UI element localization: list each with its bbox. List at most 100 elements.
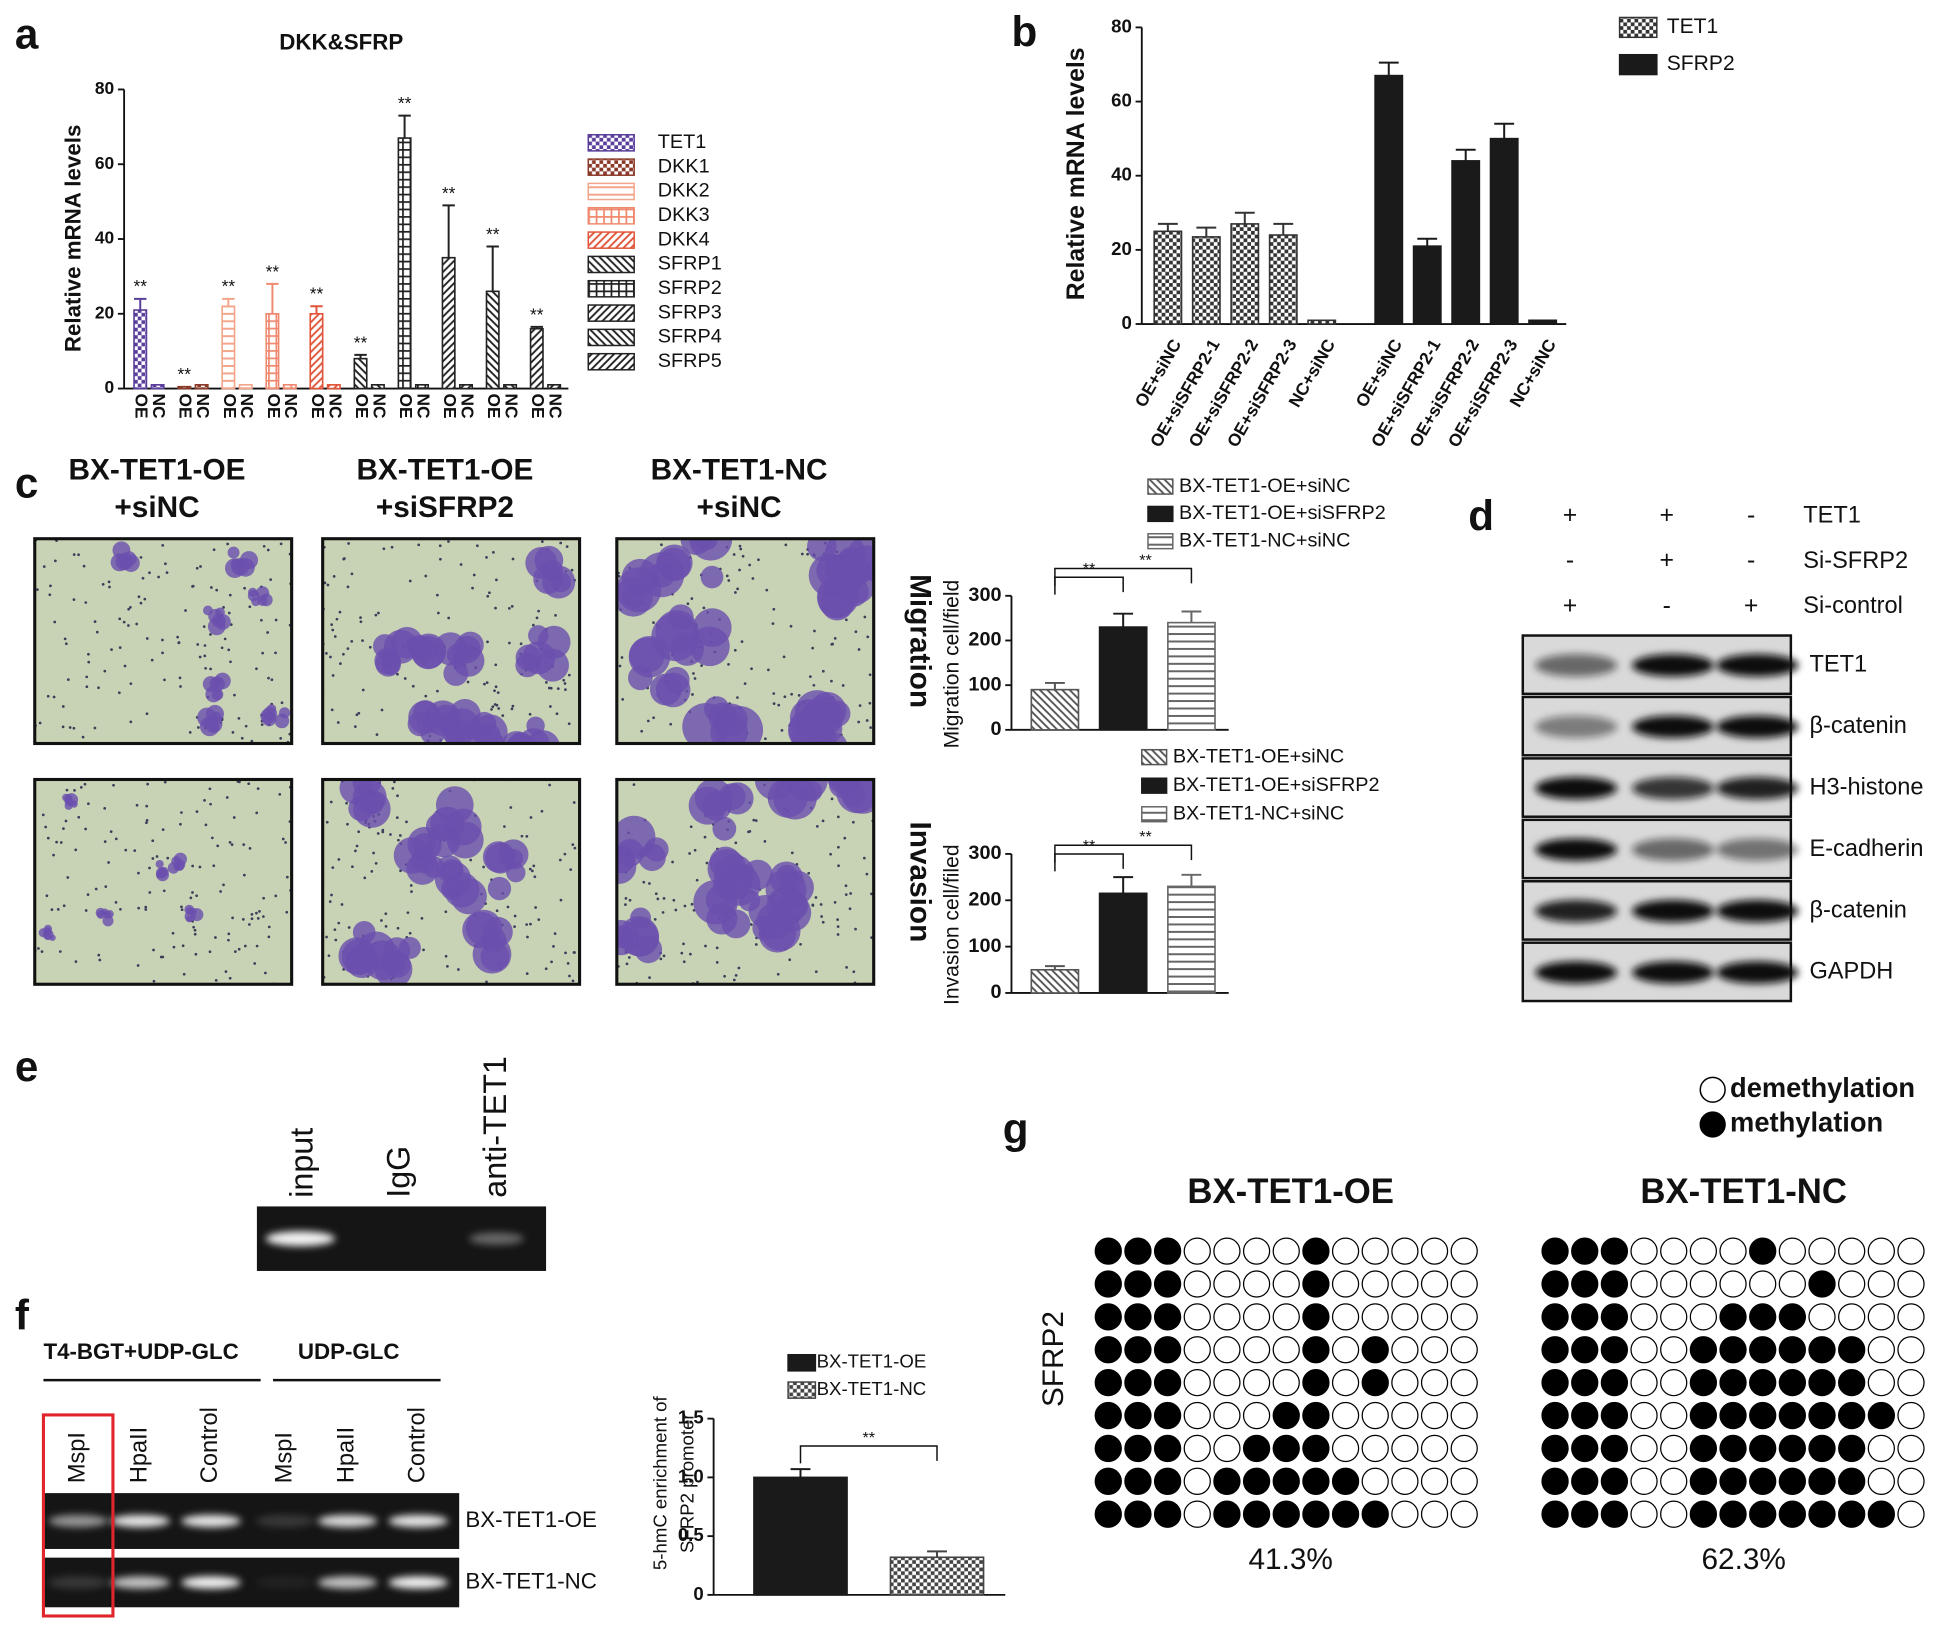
pore [444,910,448,914]
pore [858,704,862,707]
gel-band [265,1231,336,1247]
pore [529,922,532,926]
pore [243,944,247,948]
pore [144,905,148,909]
pore [727,663,730,666]
bar [133,309,148,390]
pore [620,656,624,659]
y-tick-label: 40 [95,228,114,248]
pore [569,868,573,871]
pore [342,652,345,656]
pore [337,858,341,861]
pore [734,841,738,845]
x-tick-label: OE [264,394,284,419]
pore [81,735,85,739]
pore [526,935,529,939]
cpg-site [1391,1369,1419,1397]
pore [145,821,148,825]
pore [41,813,45,817]
blot-band [1632,961,1714,984]
pore [52,853,55,857]
pore [109,830,113,833]
pore [653,917,657,921]
pore [869,726,873,729]
significance-bracket [1054,576,1124,595]
cell-cluster [629,637,665,674]
condition-label: TET1 [1803,502,1861,528]
pore [439,557,442,561]
cell-cluster [156,868,170,882]
cpg-site [1302,1336,1330,1364]
cpg-site [1660,1500,1688,1528]
pore [203,654,207,658]
legend-label: methylation [1730,1107,1883,1138]
condition-sign: + [1744,593,1759,620]
cpg-site [1420,1303,1449,1331]
pore [161,828,165,831]
pore [172,945,176,949]
error-bar [1378,61,1399,76]
pore [841,684,845,687]
significance-label: ** [354,332,368,352]
x-tick-label: NC [457,394,477,420]
pore [375,733,379,736]
pore [353,725,357,728]
pore [662,954,666,958]
y-axis-label: Relative mRNA levels [60,125,85,353]
y-tick-label: 0 [990,718,1001,740]
pore [492,551,495,554]
pore [339,662,342,666]
cell-cluster [820,588,854,621]
pore [572,801,576,804]
significance-label: ** [398,93,412,113]
cell-cluster [528,625,549,646]
blot-band [1535,961,1618,984]
cpg-site [1808,1500,1836,1528]
pore [329,800,333,804]
pore [545,681,548,684]
pore [660,543,663,547]
cpg-site [1867,1500,1895,1528]
cpg-site [1600,1369,1629,1397]
blot-band [1716,899,1799,923]
pore [159,955,163,959]
error-bar [1273,222,1294,236]
bar [414,384,429,390]
cpg-site [1331,1500,1360,1528]
pore [84,601,88,604]
panel-letter: f [15,1291,30,1338]
pore [554,613,557,617]
error-bar [1455,148,1476,161]
cpg-site [1420,1369,1449,1397]
bar [309,312,324,390]
error-bar [266,282,279,314]
pore [139,601,143,605]
cpg-site [1571,1401,1599,1430]
cpg-site [1867,1303,1895,1331]
pore [180,905,183,909]
cpg-site [1719,1500,1747,1528]
pore [202,625,206,628]
legend-label: DKK4 [658,228,710,250]
cpg-site [1808,1434,1836,1463]
pore [333,928,337,932]
cpg-site [1420,1401,1449,1430]
cpg-site [1420,1500,1449,1528]
y-tick-label: 300 [968,584,1001,606]
lane-label: MspI [63,1432,89,1483]
pore [231,916,234,920]
cpg-site [1778,1369,1807,1397]
pore [93,620,97,623]
pore [127,607,131,611]
blot-band [1535,899,1618,923]
pore [513,914,517,918]
pore [137,871,140,875]
significance-label: ** [442,183,456,203]
bar [547,384,562,390]
cpg-site [1838,1270,1866,1298]
pore [212,548,216,552]
pore [476,544,479,548]
legend-swatch [587,352,635,371]
pore [833,637,837,640]
